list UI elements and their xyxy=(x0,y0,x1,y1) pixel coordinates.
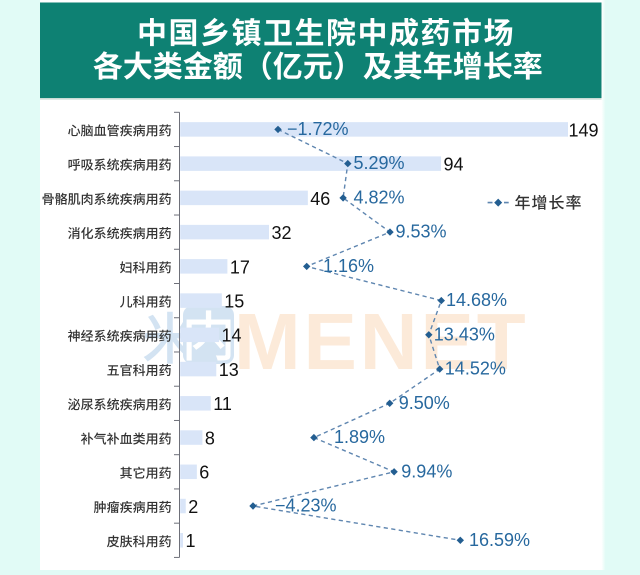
svg-text:14.52%: 14.52% xyxy=(445,359,506,379)
svg-text:11: 11 xyxy=(213,394,232,414)
svg-text:14.68%: 14.68% xyxy=(446,290,507,310)
svg-text:149: 149 xyxy=(569,120,599,140)
svg-text:14: 14 xyxy=(222,326,242,346)
svg-text:9.50%: 9.50% xyxy=(399,393,450,413)
svg-text:1: 1 xyxy=(186,531,196,551)
svg-text:−1.72%: −1.72% xyxy=(287,119,349,139)
svg-text:−4.23%: −4.23% xyxy=(275,496,337,516)
svg-text:13.43%: 13.43% xyxy=(434,324,495,344)
svg-text:94: 94 xyxy=(444,155,464,175)
svg-text:4.82%: 4.82% xyxy=(354,187,405,207)
svg-text:17: 17 xyxy=(230,257,250,277)
svg-text:6: 6 xyxy=(199,463,209,483)
svg-text:32: 32 xyxy=(272,223,292,243)
svg-text:2: 2 xyxy=(188,497,198,517)
svg-text:MENET: MENET xyxy=(234,297,529,386)
svg-text:5.29%: 5.29% xyxy=(354,153,405,173)
svg-text:8: 8 xyxy=(205,429,215,449)
svg-text:15: 15 xyxy=(224,292,244,312)
svg-text:9.53%: 9.53% xyxy=(396,222,447,242)
svg-text:9.94%: 9.94% xyxy=(401,461,452,481)
svg-text:16.59%: 16.59% xyxy=(469,530,530,550)
svg-text:1.16%: 1.16% xyxy=(323,256,374,276)
svg-text:13: 13 xyxy=(219,360,239,380)
svg-text:46: 46 xyxy=(310,189,330,209)
svg-text:1.89%: 1.89% xyxy=(334,427,385,447)
